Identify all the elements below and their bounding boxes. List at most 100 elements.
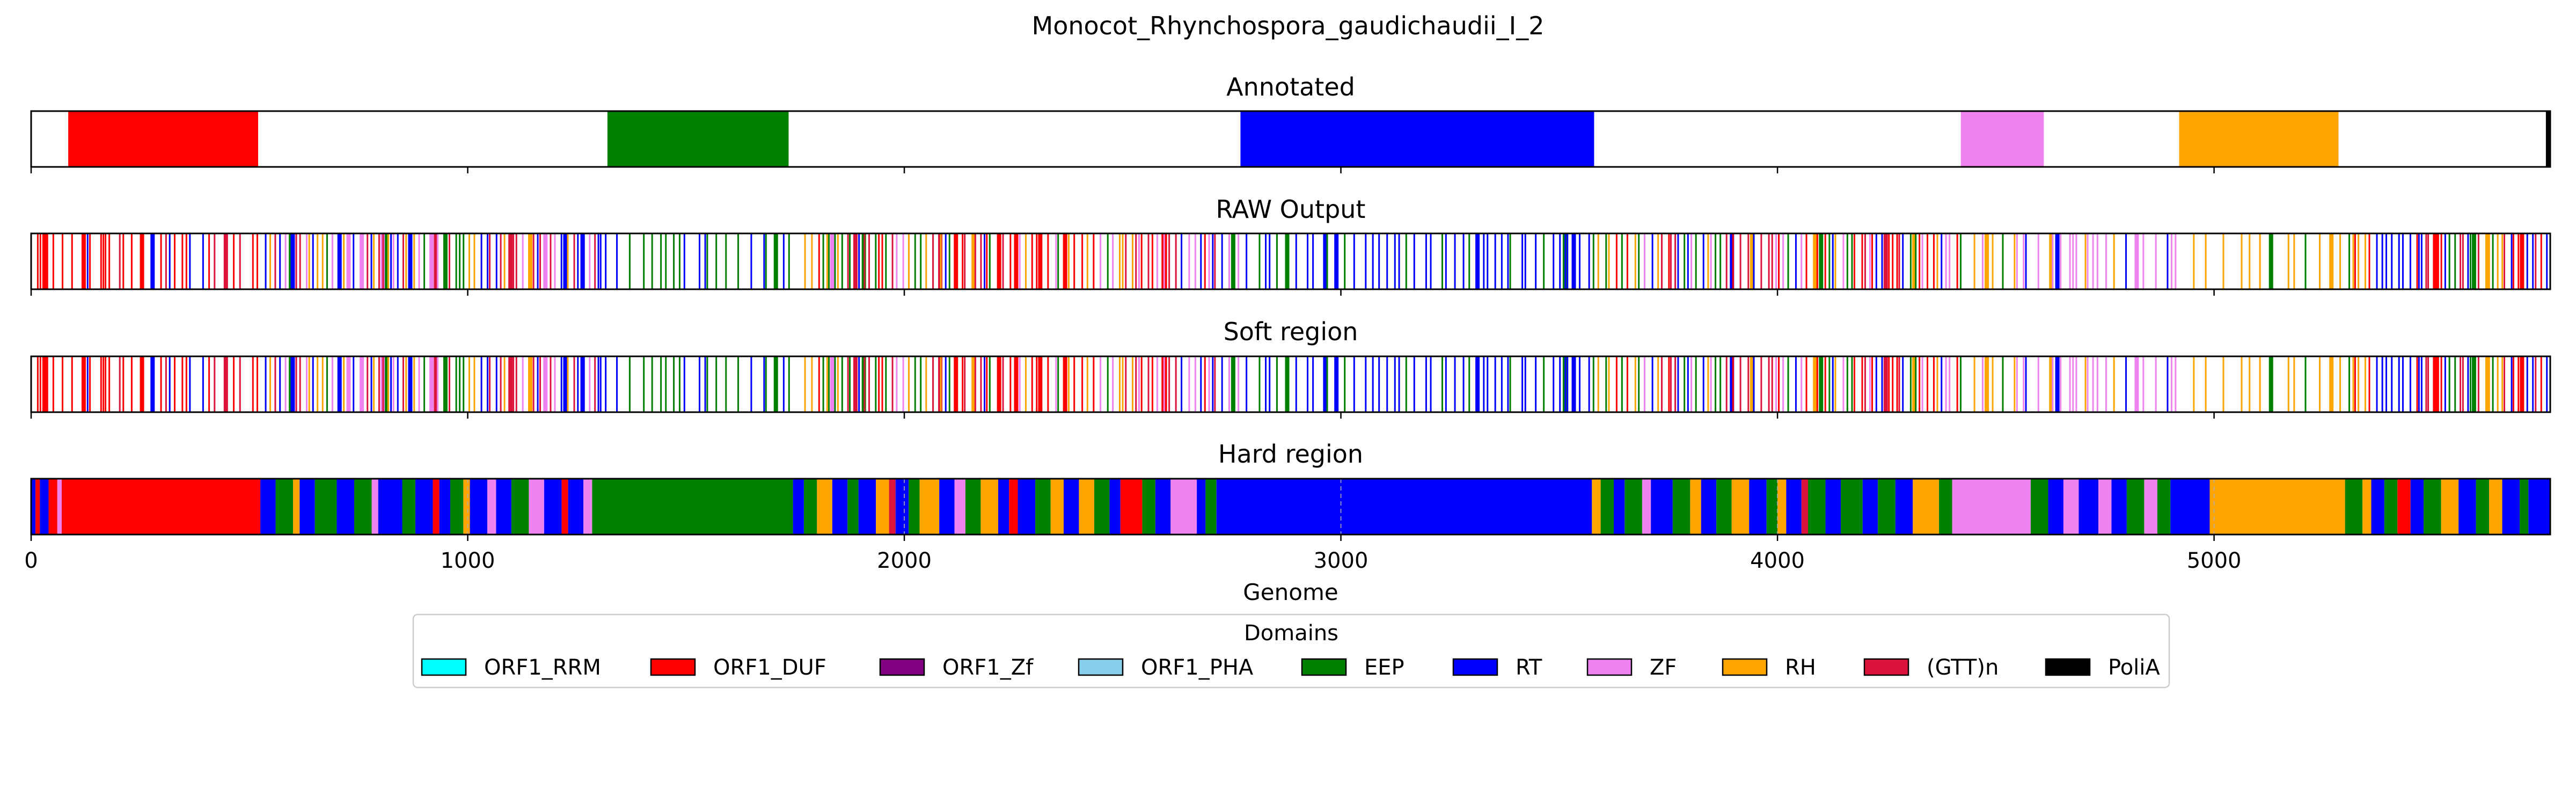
segment-zf [529, 479, 544, 535]
hit-orf1-duf [1040, 233, 1042, 289]
hit-rt [2391, 356, 2393, 412]
hit-zf [2096, 233, 2098, 289]
segment-zf [1170, 479, 1197, 535]
hit-zf [589, 356, 591, 412]
hit-rt [337, 233, 342, 289]
segment-rh [980, 479, 998, 535]
panel-title: Soft region [1224, 317, 1358, 346]
hit-eep [1592, 233, 1594, 289]
hit-gtt-n [2477, 233, 2479, 289]
hit-rh [826, 356, 828, 412]
hit-zf [522, 356, 524, 412]
hit-zf [1228, 356, 1231, 412]
hit-rh [2084, 356, 2087, 412]
hit-rt [563, 233, 568, 289]
hit-rt [599, 233, 602, 289]
chart-title: Monocot_Rhynchospora_gaudichaudii_I_2 [1032, 11, 1545, 40]
legend-item-gtt-n: (GTT)n [1863, 655, 1999, 680]
hit-rt [1524, 233, 1526, 289]
hit-rh [1707, 233, 1709, 289]
hit-rt [1702, 233, 1704, 289]
hit-rh [2488, 233, 2490, 289]
hit-rt [1487, 356, 1489, 412]
hit-gtt-n [532, 233, 535, 289]
hit-rt [2376, 356, 2378, 412]
hit-zf [2092, 233, 2094, 289]
hit-rt [397, 356, 399, 412]
hit-rt [1687, 233, 1689, 289]
hit-zf [2023, 356, 2025, 412]
hit-rh [2485, 356, 2490, 412]
hit-gtt-n [1147, 233, 1150, 289]
hit-rh [1131, 233, 1133, 289]
hit-rt [1265, 356, 1267, 412]
hit-rt [1483, 233, 1485, 289]
hit-gtt-n [573, 233, 575, 289]
hit-eep [1107, 356, 1109, 412]
hit-rt [2532, 233, 2534, 289]
hit-rt [1535, 233, 1537, 289]
hit-orf1-duf [46, 233, 48, 289]
hit-zf [2142, 233, 2145, 289]
hit-eep [725, 233, 727, 289]
hit-gtt-n [932, 233, 934, 289]
hit-rh [2193, 233, 2195, 289]
hit-rt [2444, 356, 2446, 412]
hit-gtt-n [980, 356, 982, 412]
hit-rt [1902, 356, 1904, 412]
hit-rt [704, 356, 706, 412]
hit-zf [1869, 356, 1871, 412]
hit-zf [1055, 356, 1057, 412]
hit-rt [858, 233, 860, 289]
hit-eep [2304, 356, 2307, 412]
panel-hard-region: Hard region [30, 440, 2551, 541]
hit-orf1-duf [140, 356, 144, 412]
hit-gtt-n [964, 233, 966, 289]
hit-eep [1543, 233, 1545, 289]
hit-rt [1553, 233, 1555, 289]
hit-rh [1973, 356, 1975, 412]
hit-zf [1710, 356, 1712, 412]
hit-rt [1365, 356, 1367, 412]
x-axis-label: Genome [1243, 579, 1338, 605]
hit-eep [660, 233, 662, 289]
hit-rt [390, 233, 392, 289]
legend-item-orf1-rrm: ORF1_RRM [421, 655, 601, 680]
hit-rh [2497, 233, 2499, 289]
hit-orf1-duf [1063, 356, 1067, 412]
hit-rt [1430, 356, 1432, 412]
hit-orf1-duf [122, 233, 125, 289]
hit-rh [1813, 356, 1818, 412]
x-axis: 0 1000 2000 3000 4000 5000 [24, 548, 2241, 573]
hit-gtt-n [378, 356, 380, 412]
hit-orf1-duf [1871, 356, 1873, 412]
hit-orf1-duf [881, 356, 883, 412]
segment-eep [1766, 479, 1778, 535]
hit-gtt-n [1002, 233, 1004, 289]
hit-rh [1657, 356, 1659, 412]
hit-zf [2060, 356, 2062, 412]
hit-rt [583, 356, 585, 412]
segment-orf1-duf [61, 479, 261, 535]
segment-orf1-duf [561, 479, 568, 535]
hit-eep [1344, 356, 1346, 412]
hit-gtt-n [1125, 356, 1127, 412]
segment-rh [919, 479, 940, 535]
segment-orf1-duf [2397, 479, 2411, 535]
segment-rt [1197, 479, 1206, 535]
hit-orf1-duf [878, 233, 880, 289]
hit-orf1-duf [174, 233, 176, 289]
segment-rh [2489, 479, 2502, 535]
segment-eep [847, 479, 859, 535]
hit-rh [528, 356, 532, 412]
hit-orf1-duf [105, 233, 107, 289]
hit-rt [580, 356, 585, 412]
hit-rt [2381, 356, 2383, 412]
hit-rh [2259, 233, 2261, 289]
hit-rt [1425, 356, 1427, 412]
hit-gtt-n [1661, 233, 1663, 289]
hit-rt [1494, 356, 1496, 412]
hit-rh [2485, 233, 2490, 289]
hit-orf1-duf [256, 356, 258, 412]
hit-orf1-duf [1861, 356, 1863, 412]
